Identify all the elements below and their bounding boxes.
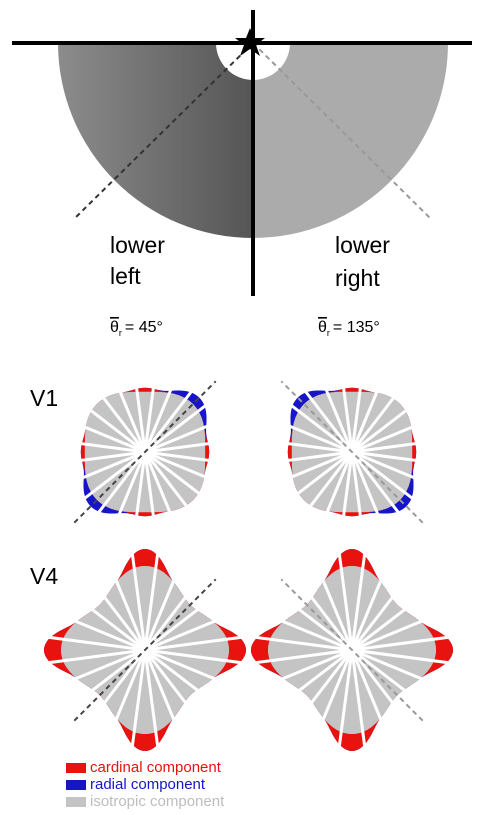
theta-subscript: r [327,328,330,338]
legend-label: cardinal component [90,759,222,776]
diagonal-right [252,42,431,219]
legend-swatch [66,763,86,773]
legend-label: isotropic component [90,793,225,810]
quadrant-label: lower [335,232,390,258]
theta-subscript: r [119,328,122,338]
diagonal-left [74,42,254,219]
area-label: V4 [30,563,58,589]
area-label: V1 [30,385,58,411]
lower-left-field [58,43,253,238]
theta-label: θr = 135° [318,319,380,338]
legend-label: radial component [90,776,206,793]
preferred-diagonal [280,380,424,524]
preferred-diagonal [280,578,424,722]
quadrant-label: lower [110,232,165,258]
quadrant-label: left [110,263,141,289]
theta-label: θr = 45° [110,319,163,338]
legend-swatch [66,797,86,807]
fixation-star [235,28,265,56]
theta-symbol: θ [318,319,327,336]
preferred-diagonal [73,578,217,722]
theta-value: = 135° [333,319,380,336]
legend-swatch [66,780,86,790]
theta-symbol: θ [110,319,119,336]
preferred-diagonal [73,380,217,524]
theta-value: = 45° [125,319,163,336]
quadrant-label: right [335,265,380,291]
